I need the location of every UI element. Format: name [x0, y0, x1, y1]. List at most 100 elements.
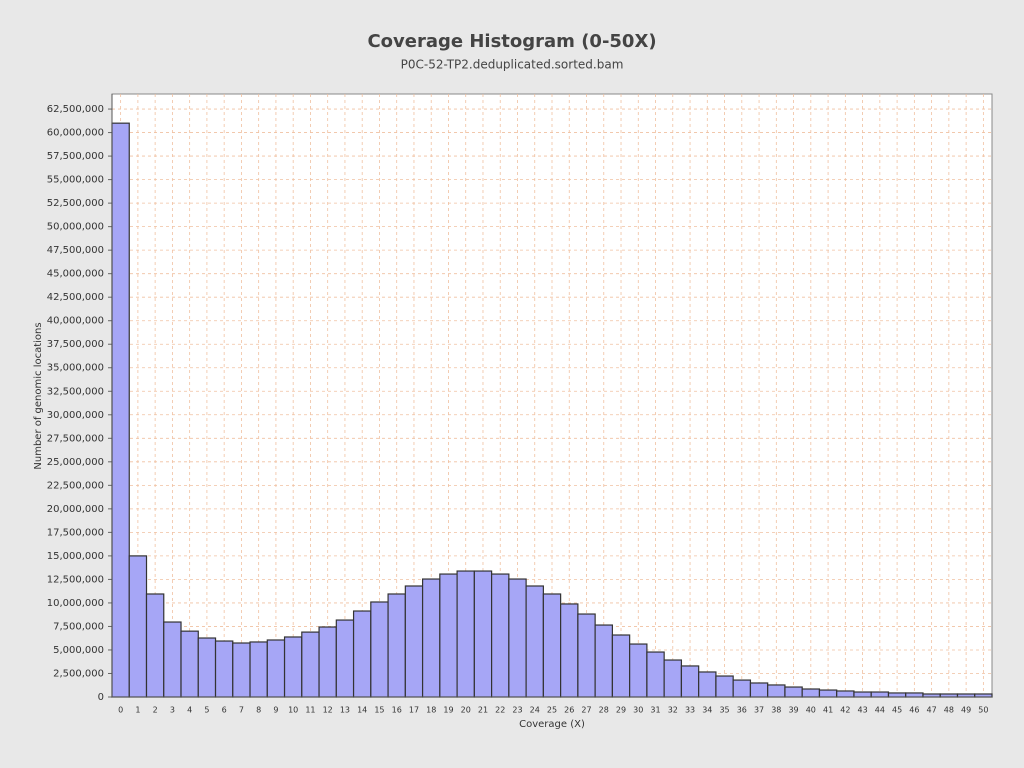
y-tick-label: 10,000,000: [47, 598, 104, 609]
x-tick-label: 43: [857, 706, 867, 715]
x-tick-label: 4: [187, 706, 192, 715]
x-tick-label: 41: [823, 706, 833, 715]
x-tick-label: 2: [153, 706, 158, 715]
y-tick-label: 40,000,000: [47, 316, 104, 327]
y-tick-label: 17,500,000: [47, 527, 104, 538]
bar: [663, 659, 683, 698]
bar: [197, 637, 217, 698]
x-tick-label: 16: [392, 706, 402, 715]
bar: [749, 682, 769, 698]
x-tick-label: 8: [256, 706, 261, 715]
bar: [387, 593, 406, 698]
bar: [870, 691, 890, 698]
bar: [560, 603, 579, 698]
x-tick-label: 7: [239, 706, 244, 715]
bar: [232, 642, 251, 698]
bar: [163, 621, 182, 698]
bar: [818, 689, 838, 698]
x-tick-label: 32: [668, 706, 678, 715]
x-tick-label: 27: [581, 706, 591, 715]
x-tick-label: 3: [170, 706, 175, 715]
bar: [525, 585, 544, 698]
bar: [473, 570, 493, 698]
x-tick-label: 23: [512, 706, 522, 715]
bar: [421, 578, 441, 698]
bar: [715, 675, 734, 698]
x-axis-label: Coverage (X): [519, 719, 585, 730]
x-tick-label: 12: [323, 706, 333, 715]
chart-title: Coverage Histogram (0-50X): [367, 31, 656, 52]
x-tick-label: 6: [222, 706, 227, 715]
x-tick-label: 44: [875, 706, 885, 715]
bar: [335, 619, 355, 698]
x-tick-label: 17: [409, 706, 419, 715]
bar: [491, 573, 510, 698]
x-tick-label: 36: [737, 706, 747, 715]
bar: [249, 641, 268, 698]
x-tick-label: 45: [892, 706, 902, 715]
y-tick-label: 52,500,000: [47, 198, 104, 209]
x-tick-label: 50: [978, 706, 988, 715]
bar: [128, 555, 148, 698]
x-tick-label: 13: [340, 706, 350, 715]
bar: [629, 643, 648, 698]
bar: [301, 631, 320, 698]
x-tick-label: 24: [530, 706, 540, 715]
bar: [577, 613, 596, 698]
bar: [767, 684, 786, 698]
bar: [732, 679, 752, 698]
bar: [283, 636, 303, 698]
x-tick-label: 29: [616, 706, 626, 715]
x-tick-label: 10: [288, 706, 298, 715]
y-tick-label: 47,500,000: [47, 245, 104, 256]
bar: [836, 690, 855, 698]
bar: [214, 640, 234, 698]
y-tick-label: 45,000,000: [47, 269, 104, 280]
x-tick-label: 48: [944, 706, 954, 715]
bar: [370, 601, 389, 698]
y-tick-label: 57,500,000: [47, 151, 104, 162]
y-tick-label: 60,000,000: [47, 128, 104, 139]
bar: [266, 639, 286, 698]
x-tick-label: 19: [443, 706, 453, 715]
bar: [508, 578, 527, 698]
x-tick-label: 38: [771, 706, 781, 715]
y-tick-label: 37,500,000: [47, 339, 104, 350]
bar: [594, 624, 613, 698]
x-tick-label: 21: [478, 706, 488, 715]
x-tick-label: 34: [702, 706, 712, 715]
bar: [439, 573, 458, 698]
x-tick-label: 37: [754, 706, 764, 715]
x-tick-label: 5: [204, 706, 209, 715]
bar: [542, 593, 562, 698]
y-tick-label: 50,000,000: [47, 222, 104, 233]
y-tick-label: 15,000,000: [47, 551, 104, 562]
bar: [145, 593, 165, 698]
x-tick-label: 18: [426, 706, 436, 715]
x-tick-label: 15: [374, 706, 384, 715]
y-tick-label: 2,500,000: [53, 668, 104, 679]
x-tick-label: 28: [599, 706, 609, 715]
bar: [456, 570, 475, 698]
x-tick-label: 31: [650, 706, 660, 715]
x-tick-label: 40: [806, 706, 816, 715]
x-tick-label: 9: [273, 706, 278, 715]
x-tick-label: 39: [788, 706, 798, 715]
bar: [680, 665, 700, 698]
bar: [180, 630, 199, 698]
x-tick-label: 1: [135, 706, 140, 715]
y-tick-label: 20,000,000: [47, 504, 104, 515]
x-tick-label: 46: [909, 706, 919, 715]
bar: [404, 585, 424, 698]
y-tick-label: 55,000,000: [47, 175, 104, 186]
chart-subtitle: P0C-52-TP2.deduplicated.sorted.bam: [401, 58, 624, 72]
y-tick-label: 32,500,000: [47, 386, 104, 397]
x-tick-label: 47: [927, 706, 937, 715]
x-tick-label: 11: [305, 706, 315, 715]
bar: [111, 122, 130, 698]
y-tick-label: 62,500,000: [47, 104, 104, 115]
bar: [887, 692, 907, 698]
x-tick-label: 22: [495, 706, 505, 715]
x-tick-label: 42: [840, 706, 850, 715]
